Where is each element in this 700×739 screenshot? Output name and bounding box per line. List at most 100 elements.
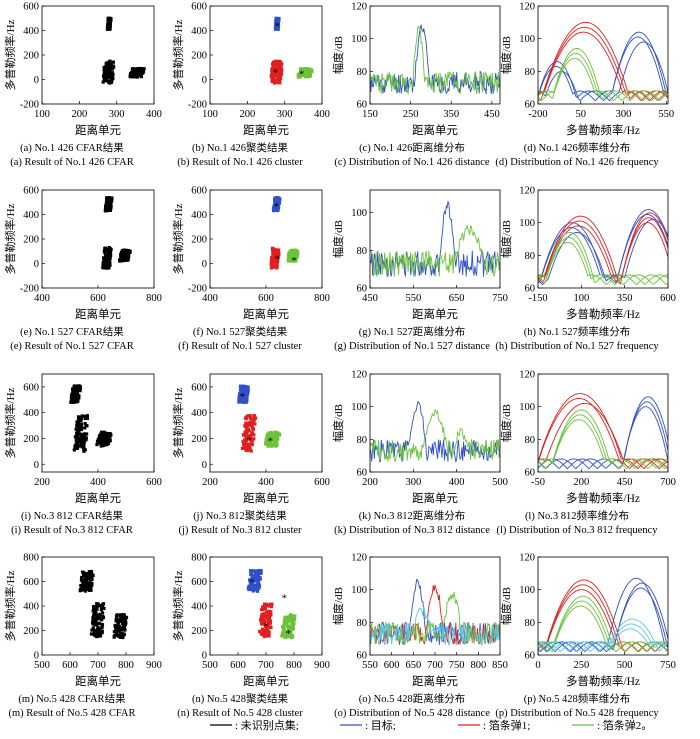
y-axis-label: 幅度/dB [499, 404, 513, 442]
caption-zh: (m) No.5 428 CFAR结果 [18, 692, 126, 705]
scatter-point [275, 260, 279, 264]
scatter-point [268, 603, 272, 608]
y-tick-label: 0 [202, 460, 207, 471]
scatter-point [252, 585, 256, 589]
scatter-point [255, 575, 259, 580]
scatter-point [263, 619, 267, 623]
scatter-point [128, 250, 132, 254]
y-tick-label: 400 [191, 408, 207, 419]
scatter-point [276, 248, 280, 252]
point-cluster-decoy2 [296, 67, 314, 79]
scatter-point [75, 421, 79, 426]
point-cluster-decoy2 [264, 430, 282, 448]
scatter-point [89, 632, 94, 636]
scatter-point [270, 79, 274, 84]
panel-dist: 450 550 650 750 100 80 60 距离单元 幅度/dB (g) No.1 527… [331, 189, 508, 352]
scatter-point [122, 632, 126, 636]
scatter-point [291, 619, 295, 624]
x-tick-label: 800 [118, 660, 134, 671]
scatter-point [290, 625, 294, 629]
scatter-point [119, 616, 123, 621]
y-tick-label: 80 [525, 618, 536, 629]
scatter-point [271, 433, 276, 437]
y-tick-label: 60 [525, 468, 536, 479]
y-tick-label: 120 [519, 2, 535, 13]
y-axis-label: 幅度/dB [331, 587, 345, 625]
x-tick-label: 650 [405, 660, 421, 671]
point-cluster-decoy1 [258, 602, 274, 639]
scatter-point [243, 446, 247, 450]
scatter-point [276, 250, 281, 254]
scatter-point [98, 612, 102, 616]
scatter-point [281, 624, 286, 628]
scatter-point [250, 576, 254, 580]
y-tick-label: 200 [191, 434, 207, 445]
y-tick-label: 120 [519, 553, 535, 564]
scatter-point [96, 616, 100, 620]
legend: : 未识别点集;: 目标;: 箔条弹1;: 箔条弹2。 [210, 718, 652, 732]
scatter-point [296, 73, 300, 77]
series-line-target [538, 396, 668, 470]
x-tick-label: 550 [658, 109, 674, 120]
scatter-point [105, 253, 109, 257]
point-cluster-unk [69, 384, 83, 404]
scatter-point [268, 619, 273, 623]
plot-area [101, 196, 132, 270]
scatter-point [81, 579, 85, 583]
series-line-target [538, 577, 668, 653]
scatter-point [302, 69, 306, 74]
y-tick-label: 120 [519, 370, 535, 381]
point-cluster-decoy1 [269, 59, 284, 85]
x-tick-label: 300 [616, 109, 632, 120]
scatter-point [288, 253, 292, 257]
scatter-point [107, 65, 111, 69]
plot-area [69, 384, 113, 453]
scatter-point [81, 438, 85, 443]
scatter-point [256, 581, 260, 585]
plot-area [370, 578, 500, 647]
scatter-point [114, 618, 118, 622]
scatter-point [103, 246, 107, 251]
y-tick-label: 400 [23, 602, 39, 613]
scatter-point [273, 251, 277, 255]
scatter-point [250, 424, 254, 428]
scatter-point [238, 392, 242, 397]
x-tick-label: 200 [71, 109, 87, 120]
point-cluster-target [273, 16, 281, 31]
scatter-point [90, 577, 94, 582]
x-tick-label: 800 [470, 660, 486, 671]
scatter-point [107, 249, 111, 253]
y-tick-label: 600 [23, 577, 39, 588]
axes-frame [369, 189, 501, 289]
y-tick-label: 120 [351, 2, 367, 13]
scatter-point [256, 579, 260, 584]
y-tick-label: 60 [525, 284, 536, 295]
scatter-point [118, 259, 122, 263]
scatter-point [256, 587, 260, 591]
panel-cfar: 100 200 300 400 600 400 200 0 -200 距离单元 多普勒频率/Hz (a… [3, 2, 162, 169]
scatter-point [118, 627, 122, 631]
scatter-point [252, 579, 256, 583]
scatter-point [80, 588, 85, 592]
caption-en: (f) Result of No.1 527 cluster [178, 341, 302, 352]
series-line-decoy1 [538, 584, 668, 652]
x-tick-label: 800 [286, 660, 302, 671]
panel-cluster: * * * 100 200 300 400 600 400 200 0 -200 距离单元 多普勒频率/H… [171, 2, 330, 169]
x-tick-label: 150 [362, 109, 378, 120]
scatter-point [274, 16, 278, 21]
scatter-point [278, 81, 282, 85]
scatter-point [121, 616, 126, 620]
scatter-point [122, 613, 126, 617]
scatter-point [76, 437, 81, 441]
y-tick-label: 200 [191, 626, 207, 637]
series-line-light [538, 628, 668, 653]
scatter-point [283, 619, 287, 623]
x-tick-label: 600 [660, 293, 676, 304]
y-tick-label: 60 [525, 651, 536, 662]
scatter-point [272, 441, 277, 445]
scatter-point [289, 634, 293, 638]
scatter-point [250, 443, 254, 447]
scatter-point [294, 259, 298, 263]
scatter-point [139, 75, 143, 79]
scatter-point [73, 396, 77, 400]
